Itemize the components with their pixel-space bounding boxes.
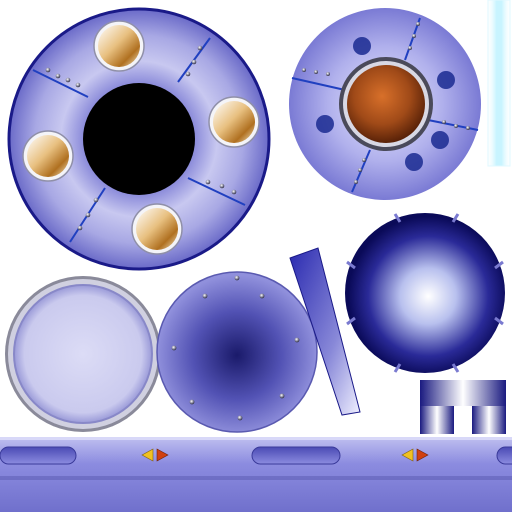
rivet-icon bbox=[408, 46, 412, 50]
rivet-icon bbox=[326, 72, 330, 76]
rivet-icon bbox=[93, 197, 99, 203]
rivet-icon bbox=[202, 293, 208, 299]
rivet-icon bbox=[45, 67, 51, 73]
rivet-icon bbox=[237, 415, 243, 421]
rivet-icon bbox=[197, 45, 203, 51]
rivet-icon bbox=[412, 34, 416, 38]
arrow-left-icon bbox=[141, 448, 154, 462]
rivet-icon bbox=[442, 120, 446, 124]
bolt-icon bbox=[353, 37, 371, 55]
rivet-icon bbox=[219, 183, 225, 189]
porthole-glass-icon bbox=[136, 208, 178, 250]
rivet-icon bbox=[189, 399, 195, 405]
rivet-icon bbox=[77, 225, 83, 231]
plain-lens-icon bbox=[5, 276, 161, 432]
rail-bar-icon bbox=[0, 437, 512, 512]
arrow-right-icon bbox=[156, 448, 169, 462]
rivet-icon bbox=[191, 59, 197, 65]
glowing-orb-icon bbox=[345, 213, 505, 373]
rivet-icon bbox=[171, 345, 177, 351]
rivet-icon bbox=[416, 22, 420, 26]
rivet-icon bbox=[259, 293, 265, 299]
rivet-icon bbox=[354, 180, 358, 184]
rivet-icon bbox=[55, 73, 61, 79]
hatch-disc-icon bbox=[289, 8, 481, 200]
rivet-icon bbox=[454, 124, 458, 128]
glow-strip-icon bbox=[486, 0, 512, 167]
bracket-icon bbox=[420, 380, 506, 434]
rivet-icon bbox=[231, 189, 237, 195]
bolt-icon bbox=[437, 71, 455, 89]
rail-slot-icon bbox=[0, 446, 77, 465]
rivet-icon bbox=[85, 212, 91, 218]
porthole-glass-icon bbox=[213, 101, 255, 143]
rivet-icon bbox=[314, 70, 318, 74]
bolt-icon bbox=[431, 131, 449, 149]
rivet-icon bbox=[205, 179, 211, 185]
rivet-icon bbox=[466, 126, 470, 130]
riveted-plate-icon bbox=[156, 271, 318, 433]
arrow-left-icon bbox=[401, 448, 414, 462]
porthole-glass-icon bbox=[27, 135, 69, 177]
ring-with-portholes-icon bbox=[7, 7, 271, 271]
rivet-icon bbox=[234, 275, 240, 281]
rivet-icon bbox=[362, 158, 366, 162]
rivet-icon bbox=[65, 77, 71, 83]
rivet-icon bbox=[279, 393, 285, 399]
tapered-beam-icon bbox=[289, 247, 361, 416]
bolt-icon bbox=[316, 115, 334, 133]
rivet-icon bbox=[358, 168, 362, 172]
bolt-icon bbox=[405, 153, 423, 171]
rivet-icon bbox=[294, 337, 300, 343]
rail-slot-icon bbox=[496, 446, 512, 465]
porthole-glass-icon bbox=[98, 25, 140, 67]
rivet-icon bbox=[75, 82, 81, 88]
rivet-icon bbox=[302, 68, 306, 72]
rail-slot-icon bbox=[251, 446, 341, 465]
rivet-icon bbox=[185, 71, 191, 77]
arrow-right-icon bbox=[416, 448, 429, 462]
